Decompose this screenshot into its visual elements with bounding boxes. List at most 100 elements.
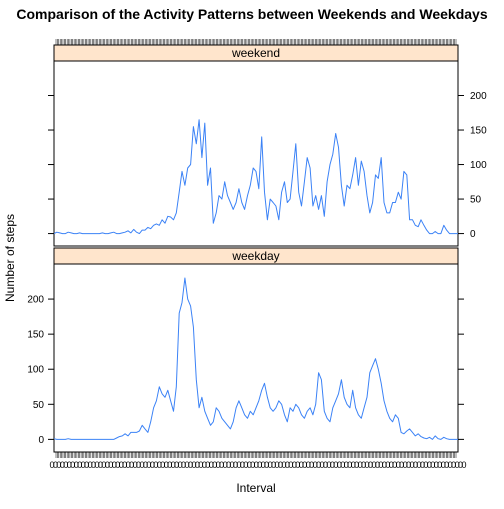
ytick-label-weekend-150: 150 (470, 126, 487, 137)
xtick-label-dense: 0 (437, 460, 442, 470)
xtick-label-dense: 0 (63, 460, 68, 470)
panel-weekday: weekday 0 50 100 150 200 (27, 247, 464, 453)
xtick-label-dense: 0 (74, 460, 79, 470)
xtick-label-dense: 0 (410, 460, 415, 470)
xtick-label-dense: 0 (392, 460, 397, 470)
xtick-label-dense: 0 (216, 460, 221, 470)
xtick-label-dense: 0 (205, 460, 210, 470)
panels-layer: weekend050100150200weekday05010015020000… (27, 39, 487, 470)
xtick-label-dense: 0 (254, 460, 259, 470)
xtick-label-dense: 0 (358, 460, 363, 470)
xtick-label-dense: 0 (361, 460, 366, 470)
chart-title: Comparison of the Activity Patterns betw… (16, 6, 487, 22)
xtick-label-dense: 0 (133, 460, 138, 470)
xtick-label-dense: 0 (278, 460, 283, 470)
xtick-label-dense: 0 (371, 460, 376, 470)
xtick-label-dense: 0 (351, 460, 356, 470)
panel-frame-weekend (53, 60, 459, 247)
xtick-label-dense: 0 (423, 460, 428, 470)
panel-frame-weekday (53, 263, 459, 453)
xtick-label-dense: 0 (67, 460, 72, 470)
xtick-label-dense: 0 (171, 460, 176, 470)
ytick-label-weekday-200: 200 (27, 295, 44, 306)
xtick-label-dense: 0 (164, 460, 169, 470)
ytick-label-weekend-50: 50 (470, 195, 482, 206)
xtick-label-dense: 0 (455, 460, 460, 470)
ytick-label-weekday-150: 150 (27, 330, 44, 341)
xtick-label-dense: 0 (70, 460, 75, 470)
xtick-label-dense: 0 (101, 460, 106, 470)
xtick-label-dense: 0 (444, 460, 449, 470)
xtick-label-dense: 0 (77, 460, 82, 470)
xtick-label-dense: 0 (448, 460, 453, 470)
xtick-label-dense: 0 (112, 460, 117, 470)
xtick-label-dense: 0 (382, 460, 387, 470)
xtick-label-dense: 0 (275, 460, 280, 470)
ytick-label-weekend-0: 0 (470, 229, 476, 240)
xtick-label-dense: 0 (399, 460, 404, 470)
xtick-label-dense: 0 (299, 460, 304, 470)
xtick-label-dense: 0 (150, 460, 155, 470)
ytick-label-weekend-100: 100 (470, 160, 487, 171)
xtick-label-dense: 0 (129, 460, 134, 470)
xtick-label-dense: 0 (337, 460, 342, 470)
strip-label-weekend: weekend (231, 46, 280, 60)
xtick-label-dense: 0 (347, 460, 352, 470)
strip-label-weekday: weekday (231, 249, 279, 263)
series-line-weekday (53, 277, 458, 440)
xtick-label-dense: 0 (195, 460, 200, 470)
xtick-label-dense: 0 (403, 460, 408, 470)
xtick-label-dense: 0 (261, 460, 266, 470)
x-axis-label: Interval (236, 481, 275, 495)
xtick-label-dense: 0 (378, 460, 383, 470)
xtick-label-dense: 0 (368, 460, 373, 470)
xtick-label-dense: 0 (281, 460, 286, 470)
xtick-label-dense: 0 (136, 460, 141, 470)
xtick-label-dense: 0 (143, 460, 148, 470)
xtick-label-dense: 0 (230, 460, 235, 470)
xtick-label-dense: 0 (309, 460, 314, 470)
xtick-label-dense: 0 (306, 460, 311, 470)
xtick-label-dense: 0 (288, 460, 293, 470)
ytick-label-weekend-200: 200 (470, 91, 487, 102)
xtick-label-dense: 0 (271, 460, 276, 470)
xtick-label-dense: 0 (202, 460, 207, 470)
xtick-label-dense: 0 (98, 460, 103, 470)
xtick-label-dense: 0 (365, 460, 370, 470)
xtick-label-dense: 0 (389, 460, 394, 470)
xtick-label-dense: 0 (268, 460, 273, 470)
xtick-label-dense: 0 (420, 460, 425, 470)
xtick-label-dense: 0 (295, 460, 300, 470)
xtick-label-dense: 0 (326, 460, 331, 470)
xtick-label-dense: 0 (413, 460, 418, 470)
xtick-label-dense: 0 (60, 460, 65, 470)
series-line-weekend (53, 119, 458, 235)
xtick-label-dense: 0 (333, 460, 338, 470)
x-ticks-dense: 0000000000000000000000000000000000000000… (49, 39, 467, 470)
xtick-label-dense: 0 (354, 460, 359, 470)
xtick-label-dense: 0 (316, 460, 321, 470)
xtick-label-dense: 0 (243, 460, 248, 470)
xtick-label-dense: 0 (427, 460, 432, 470)
xtick-label-dense: 0 (375, 460, 380, 470)
xtick-label-dense: 0 (122, 460, 127, 470)
xtick-label-dense: 0 (226, 460, 231, 470)
xtick-label-dense: 0 (178, 460, 183, 470)
xtick-label-dense: 0 (323, 460, 328, 470)
xtick-label-dense: 0 (95, 460, 100, 470)
xtick-label-dense: 0 (56, 460, 61, 470)
xtick-label-dense: 0 (451, 460, 456, 470)
xtick-label-dense: 0 (108, 460, 113, 470)
xtick-label-dense: 0 (434, 460, 439, 470)
xtick-label-dense: 0 (240, 460, 245, 470)
xtick-label-dense: 0 (430, 460, 435, 470)
ytick-label-weekday-50: 50 (33, 400, 45, 411)
xtick-label-dense: 0 (285, 460, 290, 470)
xtick-label-dense: 0 (146, 460, 151, 470)
panel-weekend: weekend 0 50 100 150 200 (48, 44, 487, 247)
xtick-label-dense: 0 (416, 460, 421, 470)
xtick-label-dense: 0 (236, 460, 241, 470)
xtick-label-dense: 0 (53, 460, 58, 470)
xtick-label-dense: 0 (212, 460, 217, 470)
